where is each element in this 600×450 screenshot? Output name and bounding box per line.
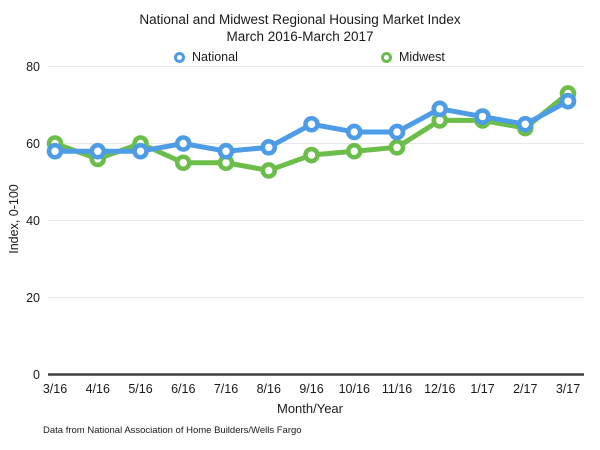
svg-text:80: 80 bbox=[26, 60, 40, 74]
svg-text:2/17: 2/17 bbox=[513, 382, 537, 396]
series-national bbox=[46, 92, 577, 160]
national-series-marker-icon bbox=[174, 51, 185, 63]
svg-text:40: 40 bbox=[26, 214, 40, 228]
svg-text:1/17: 1/17 bbox=[470, 382, 494, 396]
legend-label-national: National bbox=[192, 50, 238, 64]
chart-title-block: National and Midwest Regional Housing Ma… bbox=[0, 11, 600, 45]
svg-text:12/16: 12/16 bbox=[424, 382, 455, 396]
svg-text:11/16: 11/16 bbox=[382, 382, 412, 396]
svg-text:8/16: 8/16 bbox=[257, 382, 281, 396]
legend-label-midwest: Midwest bbox=[399, 50, 445, 64]
svg-text:5/16: 5/16 bbox=[128, 382, 152, 396]
midwest-series-marker-icon bbox=[381, 51, 392, 63]
chart-subtitle: March 2016-March 2017 bbox=[226, 29, 374, 44]
legend-item-national: National bbox=[174, 49, 238, 65]
svg-text:60: 60 bbox=[26, 137, 40, 151]
x-tick-labels: 3/16 4/16 5/16 6/16 7/16 8/16 9/16 10/16 11/16 12… bbox=[43, 382, 580, 396]
legend-item-midwest: Midwest bbox=[381, 49, 445, 65]
svg-text:4/16: 4/16 bbox=[86, 382, 110, 396]
svg-text:3/16: 3/16 bbox=[43, 382, 67, 396]
gridlines bbox=[48, 66, 584, 298]
svg-text:0: 0 bbox=[33, 368, 40, 382]
y-tick-labels: 0 20 40 60 80 bbox=[26, 60, 40, 382]
x-axis-title: Month/Year bbox=[276, 401, 343, 416]
svg-text:20: 20 bbox=[26, 291, 40, 305]
source-footnote: Data from National Association of Home B… bbox=[43, 425, 302, 436]
y-axis-title: Index, 0-100 bbox=[7, 184, 21, 254]
chart-title: National and Midwest Regional Housing Ma… bbox=[139, 12, 461, 27]
svg-text:3/17: 3/17 bbox=[556, 382, 580, 396]
svg-text:6/16: 6/16 bbox=[171, 382, 195, 396]
svg-text:7/16: 7/16 bbox=[214, 382, 238, 396]
svg-text:9/16: 9/16 bbox=[299, 382, 323, 396]
svg-text:10/16: 10/16 bbox=[339, 382, 370, 396]
